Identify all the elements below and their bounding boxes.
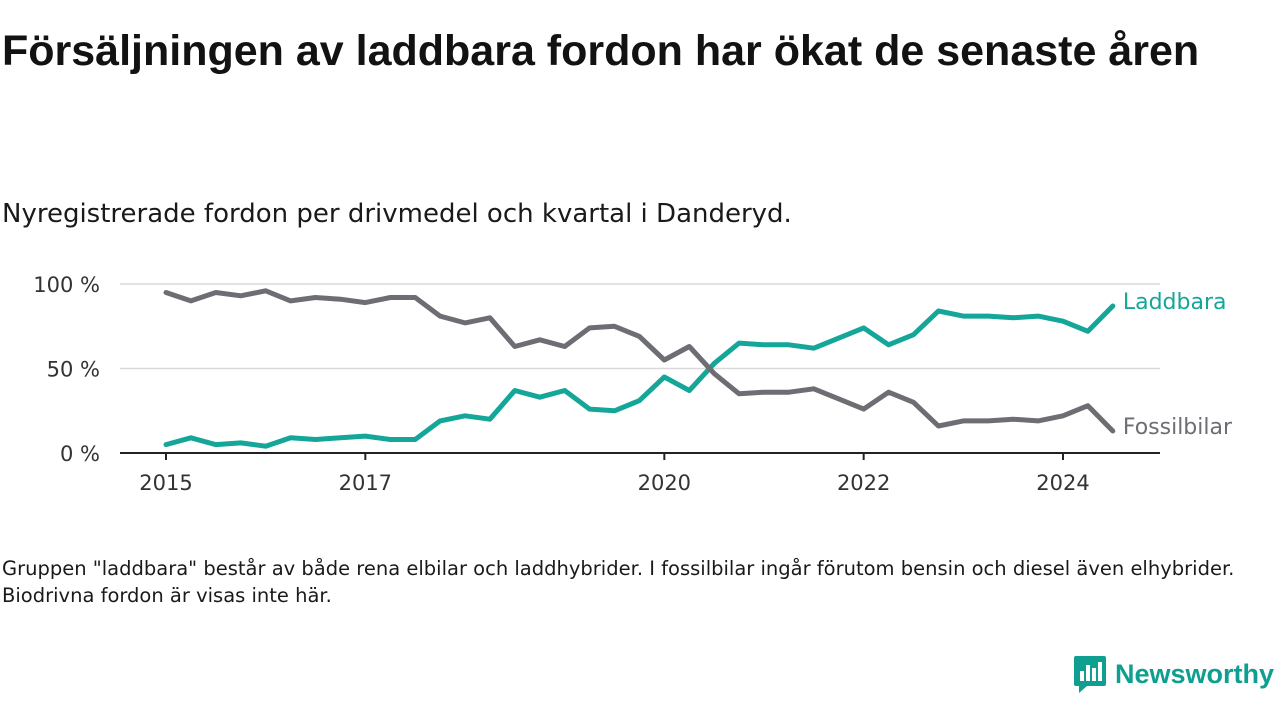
series-label-fossilbilar: Fossilbilar	[1123, 415, 1233, 440]
x-tick-label: 2024	[1036, 471, 1089, 495]
axes: 0 % 50 % 100 % 2015 2017 2020 2022 2024	[33, 273, 1160, 495]
x-tick-label: 2020	[638, 471, 691, 495]
line-chart: 0 % 50 % 100 % 2015 2017 2020 2022 2024 Laddbar…	[33, 273, 1233, 495]
chart-title: Försäljningen av laddbara fordon har öka…	[2, 27, 1200, 75]
y-tick-label: 100 %	[33, 273, 100, 297]
brand-name: Newsworthy	[1114, 658, 1274, 689]
series-line-laddbara	[163, 303, 1116, 449]
gridlines	[120, 283, 1160, 370]
chart-subtitle: Nyregistrerade fordon per drivmedel och …	[2, 199, 792, 229]
chart-footnote: Gruppen "laddbara" består av både rena e…	[2, 557, 1235, 607]
x-tick-label: 2017	[339, 471, 392, 495]
series-label-laddbara: Laddbara	[1123, 290, 1227, 315]
x-tick-label: 2015	[139, 471, 192, 495]
y-tick-label: 0 %	[60, 442, 100, 466]
series-line-fossilbilar	[163, 288, 1116, 434]
series-lines	[163, 288, 1116, 449]
series-labels: Laddbara Fossilbilar	[1123, 290, 1233, 440]
y-tick-label: 50 %	[47, 358, 100, 382]
brand-logo: Newsworthy	[1073, 654, 1274, 694]
newsworthy-logo-icon	[1073, 656, 1106, 693]
x-tick-label: 2022	[837, 471, 890, 495]
